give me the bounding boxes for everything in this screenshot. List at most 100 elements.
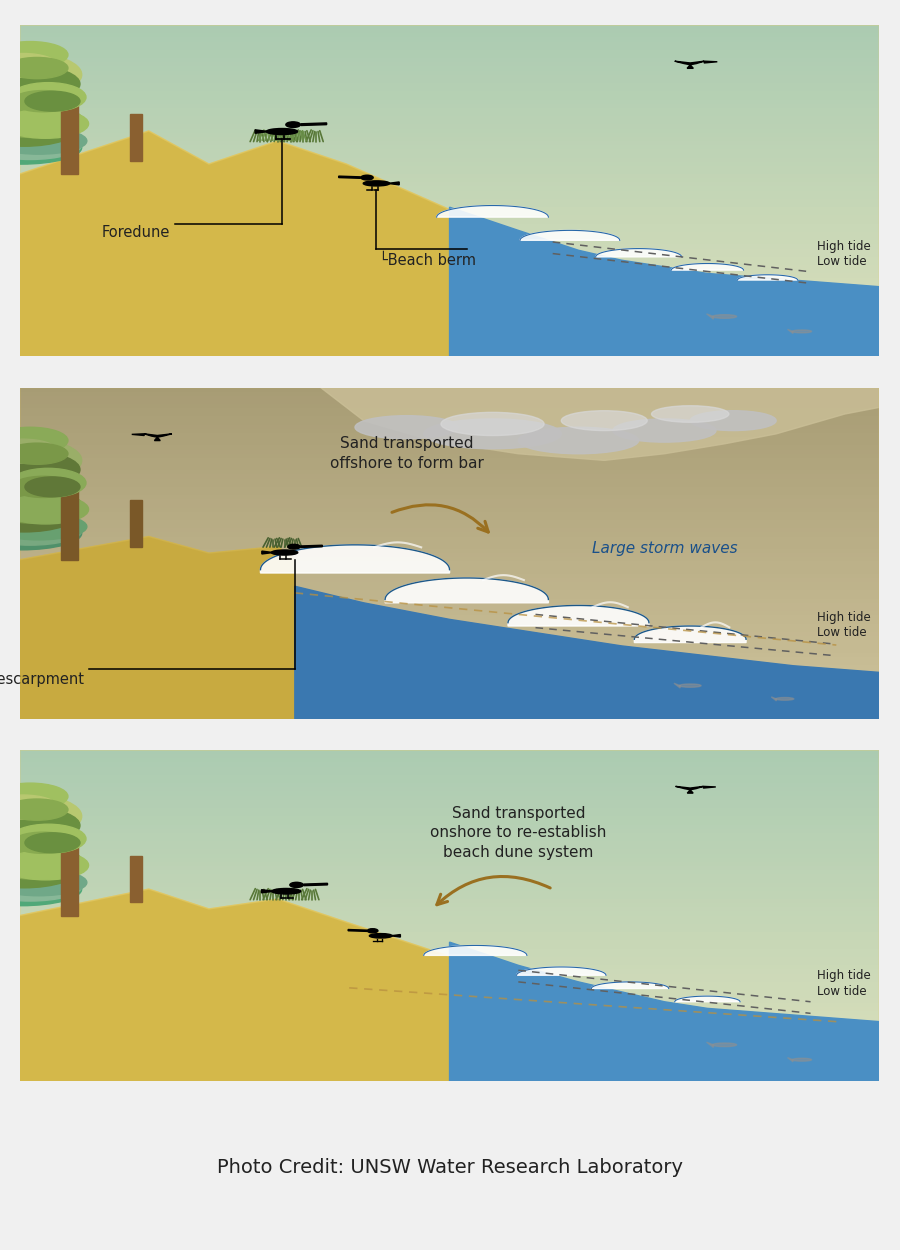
Polygon shape xyxy=(301,545,322,548)
Ellipse shape xyxy=(0,795,82,838)
Ellipse shape xyxy=(290,882,303,888)
Polygon shape xyxy=(671,264,743,270)
Text: High tide: High tide xyxy=(817,240,871,254)
Ellipse shape xyxy=(0,495,79,532)
Polygon shape xyxy=(508,605,649,626)
Text: High tide: High tide xyxy=(817,970,871,982)
Ellipse shape xyxy=(25,91,80,111)
Ellipse shape xyxy=(652,406,729,422)
Ellipse shape xyxy=(0,54,82,96)
FancyArrowPatch shape xyxy=(436,876,550,905)
Ellipse shape xyxy=(0,809,80,842)
Ellipse shape xyxy=(713,315,736,319)
Polygon shape xyxy=(596,249,681,258)
Ellipse shape xyxy=(3,851,88,880)
Ellipse shape xyxy=(0,439,82,481)
FancyArrowPatch shape xyxy=(392,505,489,532)
Polygon shape xyxy=(338,176,360,179)
Polygon shape xyxy=(262,890,274,892)
Polygon shape xyxy=(706,314,714,319)
Ellipse shape xyxy=(3,109,88,139)
Ellipse shape xyxy=(367,929,378,932)
Ellipse shape xyxy=(361,175,374,180)
Polygon shape xyxy=(61,101,78,174)
Polygon shape xyxy=(61,486,78,560)
Ellipse shape xyxy=(12,90,74,111)
Polygon shape xyxy=(674,684,680,688)
Ellipse shape xyxy=(12,832,74,854)
Polygon shape xyxy=(320,388,879,460)
Ellipse shape xyxy=(562,411,647,430)
Polygon shape xyxy=(704,786,716,788)
Text: Sand transported
offshore to form bar: Sand transported offshore to form bar xyxy=(329,436,483,471)
Polygon shape xyxy=(131,434,144,435)
Polygon shape xyxy=(385,578,548,602)
Ellipse shape xyxy=(271,550,298,555)
Text: Photo Credit: UNSW Water Research Laboratory: Photo Credit: UNSW Water Research Labora… xyxy=(217,1158,683,1177)
Polygon shape xyxy=(737,275,797,280)
Ellipse shape xyxy=(266,129,298,135)
Text: Large storm waves: Large storm waves xyxy=(591,541,737,556)
Ellipse shape xyxy=(518,428,639,454)
Polygon shape xyxy=(260,545,450,572)
Ellipse shape xyxy=(0,439,58,462)
Text: Foredune: Foredune xyxy=(102,225,170,240)
Polygon shape xyxy=(130,115,142,161)
Text: Low tide: Low tide xyxy=(817,626,867,639)
Ellipse shape xyxy=(0,851,79,888)
Ellipse shape xyxy=(364,181,390,186)
Ellipse shape xyxy=(776,698,794,700)
Polygon shape xyxy=(704,61,717,62)
Ellipse shape xyxy=(0,846,84,879)
Text: High tide: High tide xyxy=(817,611,871,624)
Polygon shape xyxy=(450,942,879,1081)
Ellipse shape xyxy=(3,495,88,524)
Polygon shape xyxy=(20,889,879,1081)
Ellipse shape xyxy=(0,514,86,540)
Polygon shape xyxy=(20,25,879,333)
Polygon shape xyxy=(130,500,142,546)
Polygon shape xyxy=(450,208,879,356)
Polygon shape xyxy=(20,388,879,702)
Ellipse shape xyxy=(6,58,67,79)
Ellipse shape xyxy=(0,127,86,154)
Polygon shape xyxy=(591,982,669,989)
Polygon shape xyxy=(388,182,400,185)
Ellipse shape xyxy=(12,476,74,498)
Ellipse shape xyxy=(792,330,812,332)
Polygon shape xyxy=(788,1058,793,1061)
Polygon shape xyxy=(517,968,606,975)
Polygon shape xyxy=(20,131,879,356)
Ellipse shape xyxy=(0,869,86,896)
Polygon shape xyxy=(424,945,526,955)
Ellipse shape xyxy=(6,444,67,464)
Polygon shape xyxy=(255,130,268,134)
Polygon shape xyxy=(675,996,740,1001)
Polygon shape xyxy=(634,626,746,642)
Polygon shape xyxy=(20,750,879,1058)
Ellipse shape xyxy=(10,824,86,854)
Polygon shape xyxy=(348,930,367,931)
Ellipse shape xyxy=(424,419,562,449)
Ellipse shape xyxy=(0,872,82,901)
Polygon shape xyxy=(304,884,328,886)
Ellipse shape xyxy=(713,1042,736,1046)
Ellipse shape xyxy=(690,411,776,430)
Polygon shape xyxy=(144,434,172,437)
Polygon shape xyxy=(61,842,78,915)
Text: Low tide: Low tide xyxy=(817,985,867,998)
Ellipse shape xyxy=(10,469,86,498)
Ellipse shape xyxy=(0,109,79,146)
Ellipse shape xyxy=(792,1059,812,1061)
Polygon shape xyxy=(262,551,274,554)
Ellipse shape xyxy=(0,131,82,164)
Polygon shape xyxy=(706,1042,714,1048)
Ellipse shape xyxy=(0,41,68,68)
Ellipse shape xyxy=(25,478,80,496)
Polygon shape xyxy=(155,438,160,440)
Polygon shape xyxy=(675,61,704,65)
Ellipse shape xyxy=(0,872,82,906)
Polygon shape xyxy=(771,698,777,701)
Ellipse shape xyxy=(0,66,80,101)
Ellipse shape xyxy=(0,795,58,819)
